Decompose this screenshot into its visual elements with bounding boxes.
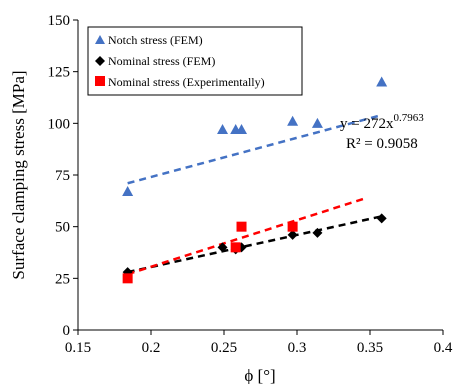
- diamond-marker: [217, 242, 228, 253]
- square-marker: [122, 273, 133, 284]
- triangle-marker: [311, 117, 323, 128]
- square-marker: [287, 221, 298, 232]
- x-tick-label: 0.2: [142, 340, 161, 356]
- x-tick-label: 0.35: [357, 340, 383, 356]
- y-tick-label: 50: [55, 220, 70, 236]
- trend-lines: [127, 113, 383, 276]
- x-tick-label: 0.25: [211, 340, 237, 356]
- y-axis-title: Surface clamping stress [MPa]: [9, 70, 28, 279]
- x-axis-title: ϕ [°]: [244, 366, 275, 384]
- legend-label-nominal-exp: Nominal stress (Experimentally): [108, 75, 265, 89]
- legend-square-icon: [95, 76, 105, 86]
- diamond-marker: [376, 213, 387, 224]
- triangle-marker: [376, 76, 388, 87]
- legend-box: [87, 26, 303, 96]
- equation-exponent: 0.7963: [393, 112, 424, 124]
- trend-line: [127, 196, 368, 276]
- diamond-marker: [312, 227, 323, 238]
- square-marker: [236, 221, 247, 232]
- trend-line: [127, 215, 382, 274]
- legend-label-nominal-fem: Nominal stress (FEM): [108, 54, 215, 68]
- square-marker: [230, 242, 241, 253]
- y-tick-label: 150: [48, 13, 71, 29]
- legend-diamond-icon: [95, 56, 105, 66]
- y-tick-label: 125: [48, 65, 71, 81]
- equation-base: y = 272x: [340, 116, 394, 132]
- data-markers: [122, 76, 388, 284]
- x-tick-label: 0.4: [434, 340, 453, 356]
- y-tick-label: 75: [55, 168, 70, 184]
- equation-text: y = 272x0.7963: [340, 112, 424, 132]
- triangle-marker: [287, 115, 299, 126]
- legend-triangle-icon: [95, 35, 105, 44]
- legend-label-notch: Notch stress (FEM): [108, 33, 203, 47]
- r-squared-text: R² = 0.9058: [346, 136, 418, 152]
- triangle-marker: [122, 186, 134, 197]
- legend: Notch stress (FEM) Nominal stress (FEM) …: [87, 26, 303, 96]
- x-tick-group: 0.15 0.2 0.25 0.3 0.35 0.4: [65, 330, 453, 356]
- y-tick-label: 0: [63, 323, 71, 339]
- trend-line: [127, 113, 383, 185]
- triangle-marker: [217, 124, 229, 135]
- x-tick-label: 0.15: [65, 340, 91, 356]
- y-tick-label: 100: [48, 116, 71, 132]
- triangle-marker: [236, 124, 248, 135]
- diamond-marker: [287, 229, 298, 240]
- x-tick-label: 0.3: [288, 340, 307, 356]
- y-tick-group: 0 25 50 75 100 125 150: [48, 13, 78, 339]
- y-tick-label: 25: [55, 271, 70, 287]
- trend-equation: y = 272x0.7963 R² = 0.9058: [340, 112, 424, 152]
